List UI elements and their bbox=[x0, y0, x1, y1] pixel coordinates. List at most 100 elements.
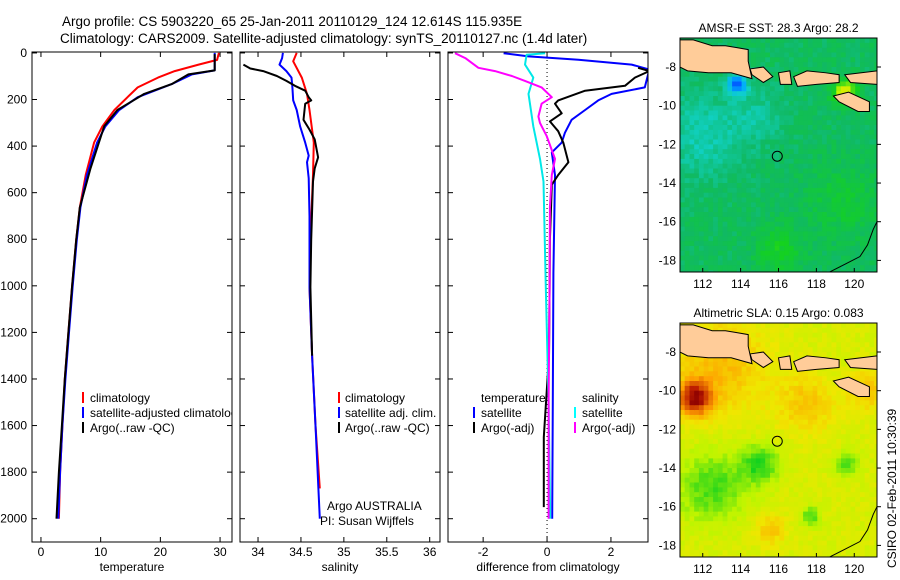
sst-cell bbox=[836, 154, 842, 160]
sla-cell bbox=[727, 390, 733, 397]
sst-cell bbox=[765, 125, 771, 131]
sst-cell bbox=[765, 260, 771, 266]
sla-cell bbox=[732, 497, 738, 503]
sst-cell bbox=[698, 183, 705, 189]
sla-cell bbox=[689, 366, 695, 372]
sst-cell bbox=[831, 110, 837, 116]
sst-cell bbox=[845, 207, 851, 213]
sla-cell bbox=[798, 506, 804, 513]
sla-cell bbox=[831, 323, 837, 329]
sla-cell bbox=[822, 376, 828, 382]
sst-cell bbox=[736, 100, 743, 107]
sla-cell bbox=[860, 468, 866, 474]
sla-cell bbox=[741, 381, 747, 387]
sla-cell bbox=[765, 540, 771, 546]
sla-cell bbox=[845, 468, 851, 474]
sst-cell bbox=[774, 226, 780, 232]
sst-cell bbox=[751, 241, 757, 247]
sla-cell bbox=[836, 497, 842, 503]
sla-cell bbox=[722, 443, 728, 450]
sst-cell bbox=[774, 86, 780, 92]
sst-cell bbox=[713, 241, 719, 247]
sst-cell bbox=[826, 57, 833, 63]
sla-cell bbox=[760, 497, 766, 503]
sla-cell bbox=[864, 400, 870, 406]
sst-cell bbox=[831, 178, 837, 184]
sst-cell bbox=[708, 260, 714, 266]
sla-cell bbox=[822, 414, 828, 421]
sst-cell bbox=[874, 163, 877, 170]
sst-cell bbox=[746, 236, 752, 242]
sla-cell bbox=[826, 492, 833, 498]
sst-cell bbox=[874, 187, 877, 194]
sst-cell bbox=[689, 231, 695, 237]
sst-cell bbox=[722, 241, 728, 247]
sst-cell bbox=[703, 241, 709, 247]
sla-cell bbox=[708, 366, 714, 372]
sst-cell bbox=[755, 250, 762, 257]
sla-cell bbox=[760, 332, 766, 339]
sla-cell bbox=[874, 395, 877, 401]
sst-cell bbox=[713, 226, 719, 232]
sst-cell bbox=[869, 158, 875, 165]
sst-cell bbox=[817, 216, 823, 223]
sst-cell bbox=[817, 91, 823, 97]
sst-cell bbox=[732, 212, 738, 218]
sla-cell bbox=[836, 385, 842, 392]
sla-cell bbox=[831, 555, 837, 557]
sla-cell bbox=[694, 429, 700, 435]
sla-cell bbox=[831, 516, 837, 522]
sla-cell bbox=[855, 555, 861, 557]
sst-cell bbox=[680, 187, 686, 194]
sst-cell bbox=[694, 216, 700, 223]
sla-cell bbox=[826, 526, 833, 532]
sla-cell bbox=[817, 390, 823, 397]
sla-cell bbox=[722, 356, 728, 363]
sla-cell bbox=[760, 540, 766, 546]
sst-cell bbox=[793, 57, 799, 63]
argo-program-label: Argo AUSTRALIA bbox=[327, 499, 422, 513]
sst-cell bbox=[803, 187, 809, 194]
sla-cell bbox=[798, 472, 804, 479]
sst-cell bbox=[689, 192, 695, 199]
sla-cell bbox=[864, 347, 870, 353]
sst-cell bbox=[770, 173, 776, 179]
sst-cell bbox=[680, 226, 686, 232]
sla-cell bbox=[703, 521, 709, 527]
sst-cell bbox=[732, 38, 738, 44]
sla-cell bbox=[751, 327, 757, 334]
sst-cell bbox=[803, 236, 809, 242]
sla-cell bbox=[698, 555, 705, 557]
sla-cell bbox=[864, 458, 870, 464]
sst-cell bbox=[788, 178, 795, 184]
sst-cell bbox=[841, 241, 847, 247]
sla-cell bbox=[684, 463, 690, 469]
sst-cell bbox=[698, 255, 705, 261]
sla-cell bbox=[817, 337, 823, 343]
sla-cell bbox=[831, 535, 837, 542]
sst-cell bbox=[755, 81, 762, 87]
sst-cell bbox=[684, 212, 690, 218]
sst-cell bbox=[831, 207, 837, 213]
sst-cell bbox=[736, 149, 743, 155]
sst-cell bbox=[680, 265, 686, 271]
sst-cell bbox=[703, 231, 709, 237]
sla-cell bbox=[703, 381, 709, 387]
sst-cell bbox=[680, 86, 686, 92]
sla-cell bbox=[860, 472, 866, 479]
difference-legend: temperature satellite Argo(-adj) salinit… bbox=[473, 391, 635, 435]
sla-cell bbox=[807, 429, 814, 435]
sst-cell bbox=[779, 134, 785, 141]
sla-cell bbox=[831, 332, 837, 339]
sla-cell bbox=[727, 439, 733, 445]
sla-cell bbox=[826, 400, 833, 406]
sst-cell bbox=[850, 149, 856, 155]
sla-cell bbox=[779, 410, 785, 416]
sla-cell bbox=[770, 356, 776, 363]
sla-cell bbox=[708, 492, 714, 498]
y-tick-label: -10 bbox=[659, 384, 677, 398]
sla-cell bbox=[822, 501, 828, 508]
sla-cell bbox=[684, 535, 690, 542]
land-polygon bbox=[843, 70, 877, 85]
sla-cell bbox=[698, 443, 705, 450]
